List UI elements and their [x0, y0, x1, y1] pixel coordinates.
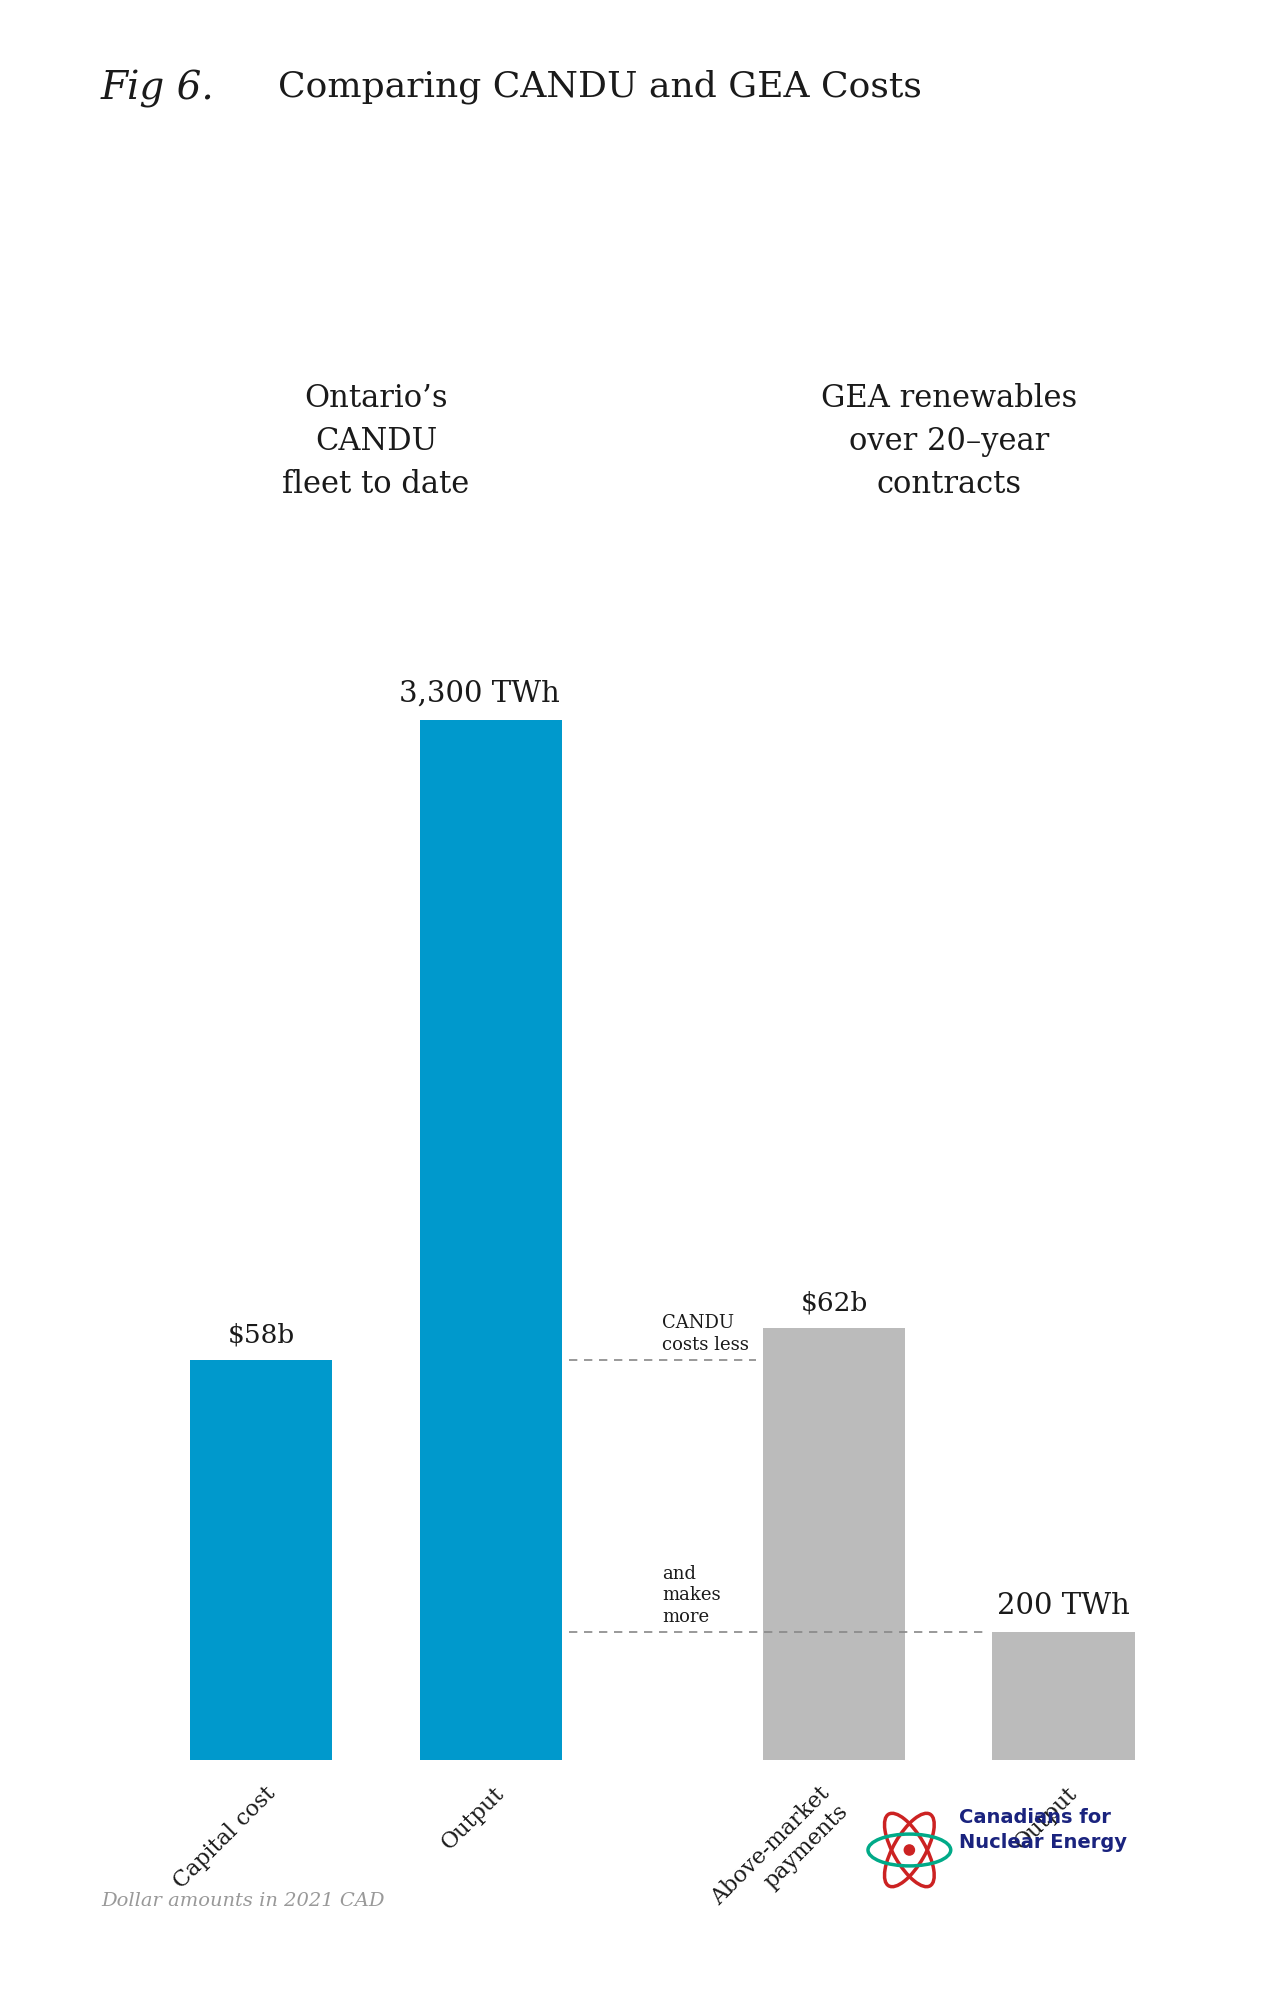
Bar [191, 1360, 332, 1760]
Text: GEA renewables
over 20–year
contracts: GEA renewables over 20–year contracts [821, 384, 1077, 500]
Text: Comparing CANDU and GEA Costs: Comparing CANDU and GEA Costs [278, 70, 922, 104]
Text: Output: Output [437, 1782, 509, 1854]
Text: CANDU
costs less: CANDU costs less [663, 1314, 749, 1354]
Bar [419, 720, 562, 1760]
Text: $58b: $58b [227, 1324, 296, 1348]
Text: Above-market
payments: Above-market payments [707, 1782, 853, 1928]
Circle shape [904, 1844, 914, 1856]
Text: 3,300 TWh: 3,300 TWh [399, 680, 560, 708]
Text: Ontario’s
CANDU
fleet to date: Ontario’s CANDU fleet to date [283, 384, 470, 500]
Text: 200 TWh: 200 TWh [998, 1592, 1130, 1620]
Text: and
makes
more: and makes more [663, 1564, 721, 1626]
Text: Fig 6.: Fig 6. [101, 70, 215, 108]
Text: Output: Output [1010, 1782, 1082, 1854]
Text: Dollar amounts in 2021 CAD: Dollar amounts in 2021 CAD [101, 1892, 384, 1910]
Bar [763, 1328, 906, 1760]
Text: Capital cost: Capital cost [169, 1782, 280, 1892]
Text: $62b: $62b [801, 1292, 868, 1316]
Bar [993, 1632, 1134, 1760]
Text: Canadians for
Nuclear Energy: Canadians for Nuclear Energy [959, 1808, 1127, 1852]
